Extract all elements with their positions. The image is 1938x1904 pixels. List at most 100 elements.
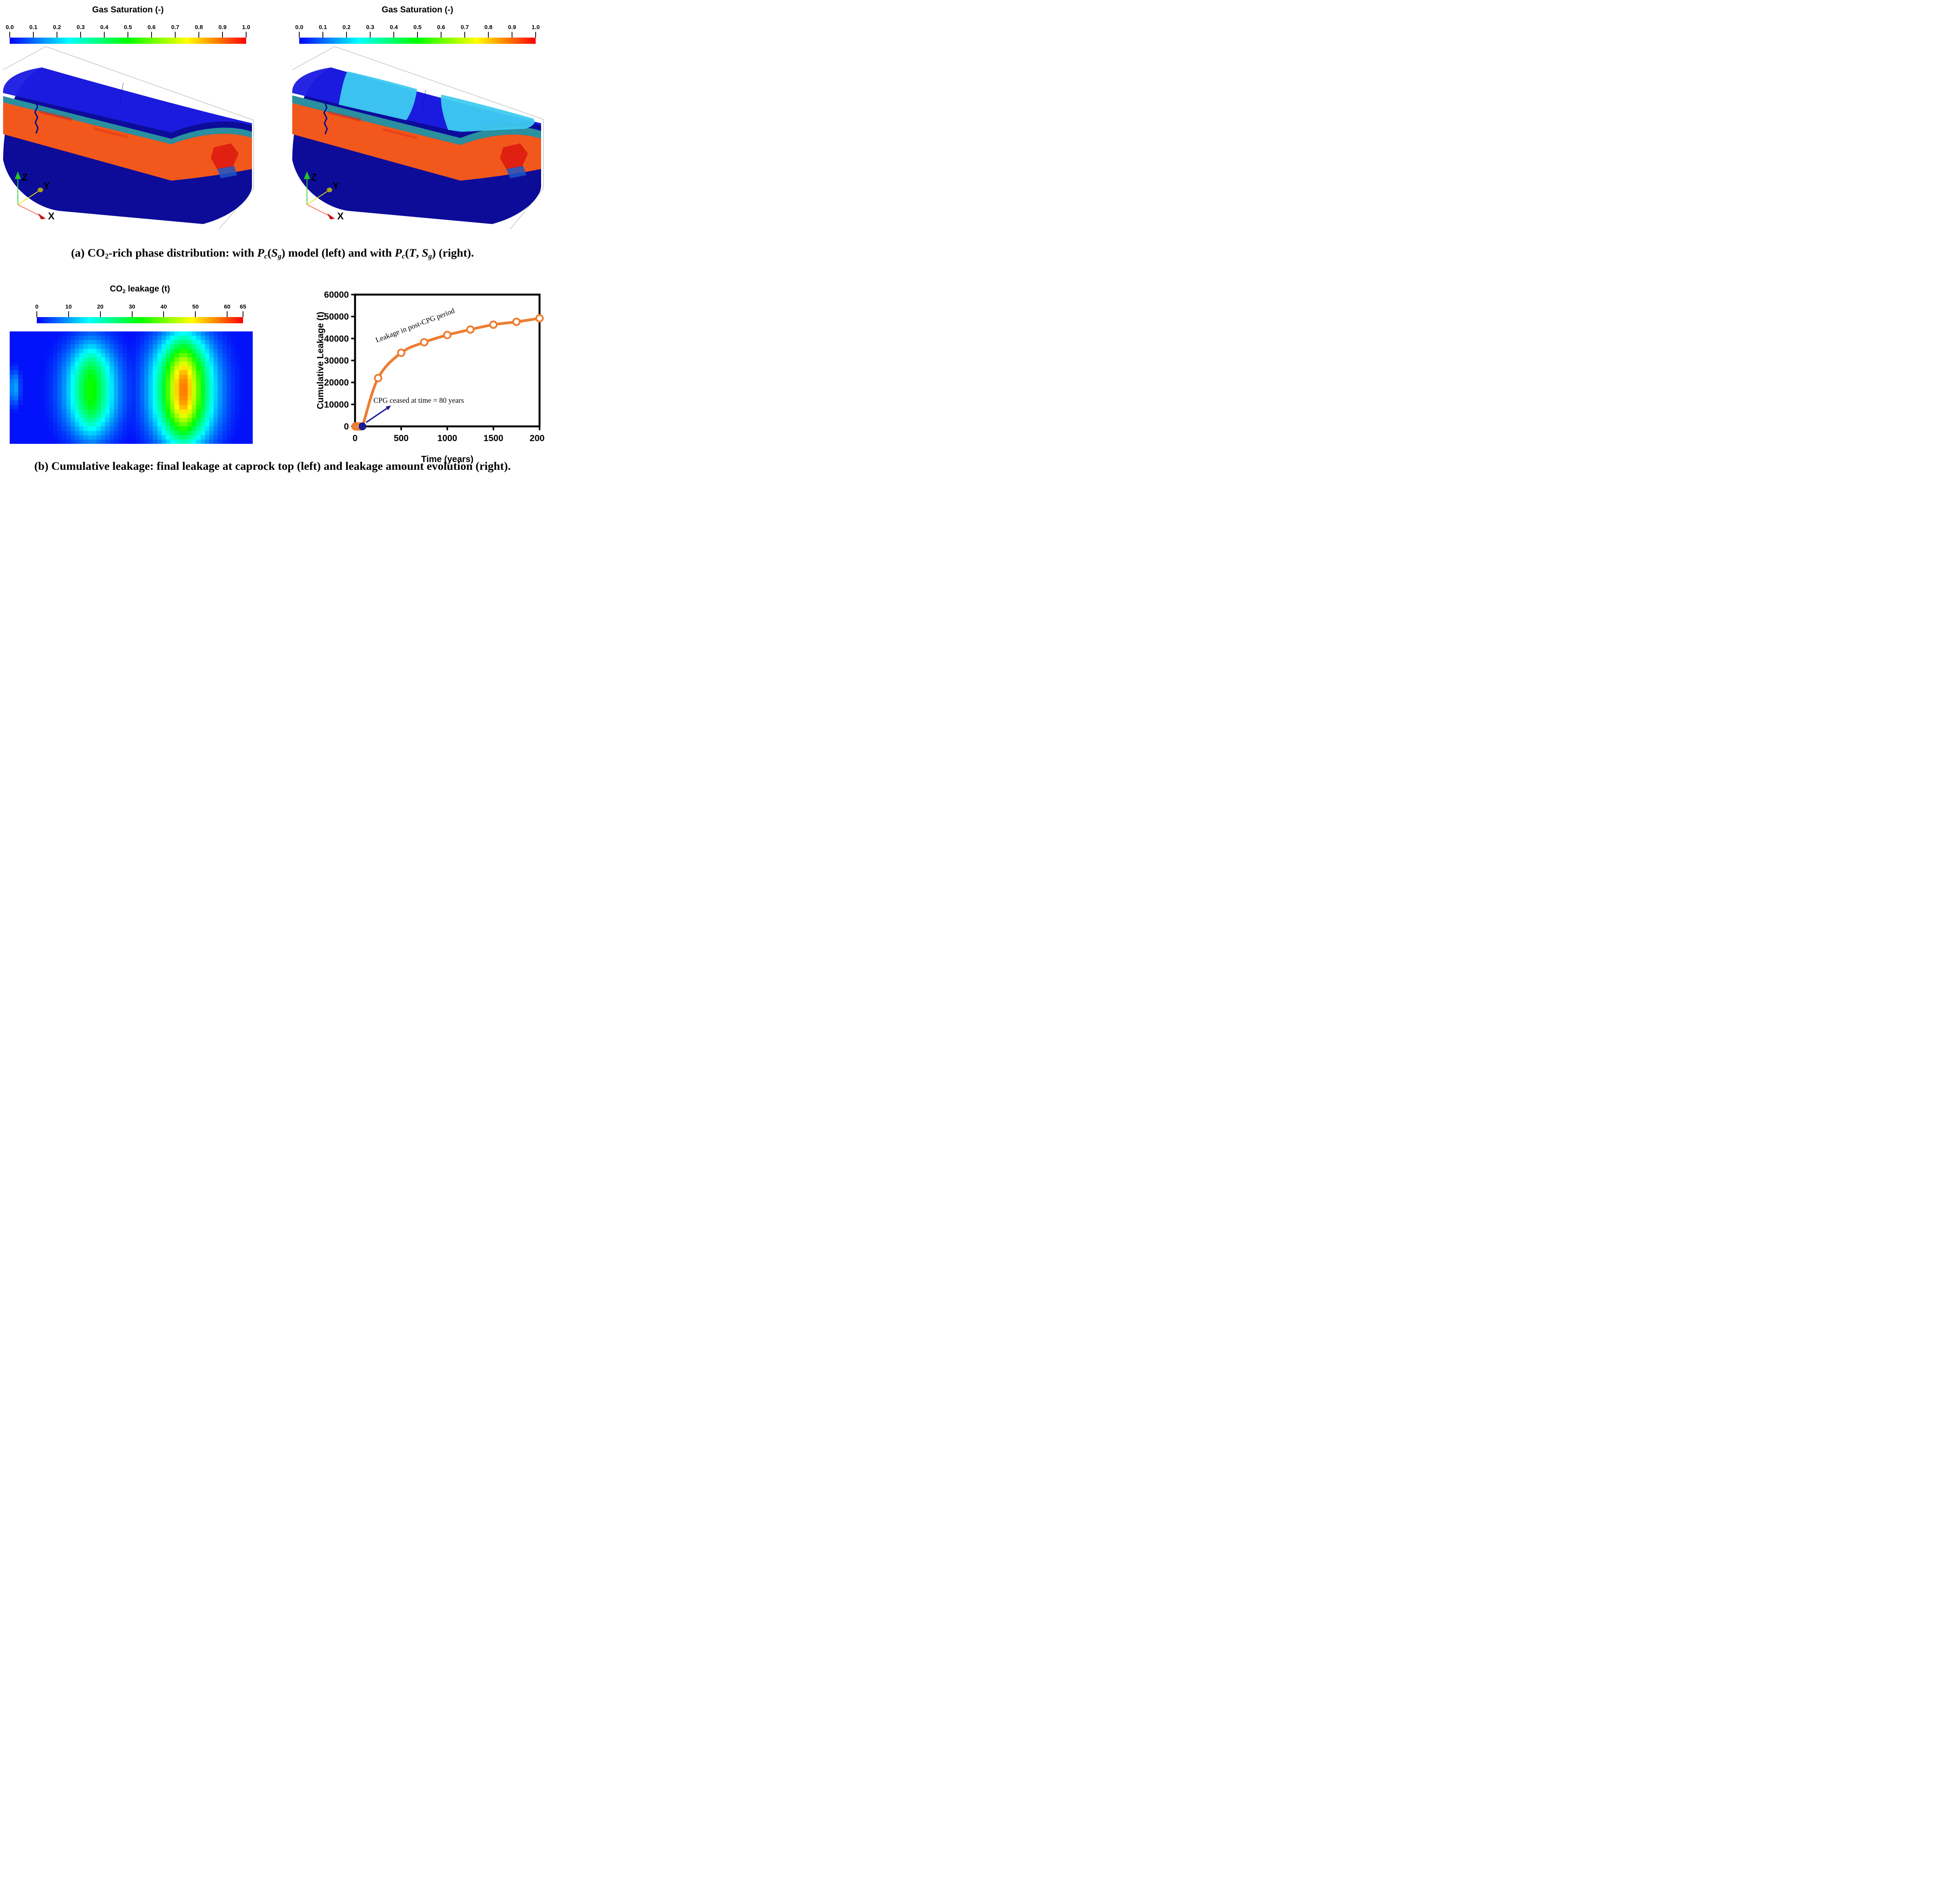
y-axis-arrow-icon — [327, 188, 332, 192]
colorbar-tick-label: 0.2 — [53, 24, 61, 31]
reservoir-orange-front — [3, 102, 171, 181]
colorbar-tick-mark — [151, 32, 152, 38]
annotation-arrowhead-icon — [386, 405, 391, 410]
colorbar-tick-label: 0.5 — [413, 24, 422, 31]
colorbar-tick-label: 0.2 — [342, 24, 351, 31]
colorbar-title: CO2 leakage (t) — [110, 284, 170, 294]
colorbar-tick-mark — [163, 311, 164, 317]
leakage-heatmap — [10, 331, 253, 444]
colorbar-scale: 0.0 0.1 0.2 0.3 0.4 0.5 0.6 0.7 0.8 0.9 1.0 — [295, 24, 540, 44]
caprock-teal-side — [460, 127, 541, 145]
colorbar-tick-label: 0.1 — [29, 24, 38, 31]
colorbar-tick-label: 0.3 — [76, 24, 85, 31]
colorbar-scale: 0 10 20 30 40 50 60 65 — [35, 303, 246, 324]
reservoir-orange-front — [292, 103, 460, 181]
axis-triad: Z Y X — [15, 171, 55, 222]
colorbar-tick-label: 0.4 — [390, 24, 398, 31]
colorbar-tick-mark — [322, 32, 323, 38]
y-tick-label: 30000 — [324, 355, 349, 366]
colorbar-tick-label: 65 — [240, 303, 247, 310]
z-axis-label: Z — [22, 172, 28, 183]
blue-patch-side — [506, 166, 526, 178]
colorbar-title: Gas Saturation (-) — [92, 5, 164, 14]
caprock-teal-side — [171, 128, 252, 144]
x-tick-label: 1000 — [437, 433, 457, 443]
colorbar-tick-mark — [104, 32, 105, 38]
cpg-ceased-marker — [359, 423, 367, 430]
x-axis-label: X — [337, 211, 344, 222]
data-point-marker — [443, 331, 452, 340]
colorbar-gas-saturation-left: Gas Saturation (-) 0.0 0.1 0.2 0.3 0.4 0.5 0.6… — [6, 5, 250, 44]
x-tick-label: 0 — [353, 433, 358, 443]
y-axis-arrow-icon — [38, 188, 43, 192]
colorbar-tick-mark — [131, 311, 133, 317]
colorbar-tick-label: 0.4 — [100, 24, 109, 31]
x-tick-label: 2000 — [529, 433, 545, 443]
colorbar-tick-mark — [535, 32, 536, 38]
colorbar-tick-mark — [36, 311, 37, 317]
red-streak — [93, 127, 128, 138]
colorbar-gradient — [10, 38, 246, 44]
x-axis-label: X — [48, 211, 55, 222]
figure-page: Gas Saturation (-) 0.0 0.1 0.2 0.3 0.4 0.5 0.6… — [0, 0, 545, 476]
colorbar-tick-label: 20 — [97, 303, 104, 310]
x-axis-title: Time (years) — [421, 454, 473, 464]
caprock-teal-front — [292, 95, 460, 145]
colorbar-tick-mark — [488, 32, 489, 38]
red-streak — [382, 128, 417, 139]
data-point-marker — [512, 317, 521, 326]
y-axis-label: Y — [43, 181, 50, 191]
axis-triad: Z Y X — [304, 171, 344, 222]
colorbar-co2-leakage: CO2 leakage (t) 0 10 20 30 40 50 60 65 — [35, 284, 246, 324]
annotation-arrow — [366, 408, 388, 423]
y-tick-label: 10000 — [324, 399, 349, 409]
colorbar-tick-mark — [198, 32, 199, 38]
colorbar-tick-label: 30 — [129, 303, 135, 310]
dome-cyan-patch — [441, 95, 535, 132]
data-point-marker — [535, 314, 544, 323]
colorbar-tick-label: 50 — [192, 303, 199, 310]
dome-fault-hairline — [421, 90, 426, 114]
colorbar-tick-mark — [100, 311, 101, 317]
data-point-marker — [420, 338, 429, 347]
colorbar-tick-mark — [464, 32, 465, 38]
chart-annotation: CPG ceased at time = 80 years — [374, 397, 464, 405]
blue-patch-side — [217, 166, 237, 178]
colorbar-tick-mark — [417, 32, 418, 38]
colorbar-tick-label: 0.0 — [295, 24, 303, 31]
red-patch-side — [211, 143, 239, 169]
data-point-marker — [397, 348, 405, 357]
colorbar-tick-label: 0.1 — [319, 24, 327, 31]
colorbar-tick-label: 0.0 — [5, 24, 14, 31]
colorbar-tick-mark — [68, 311, 69, 317]
colorbar-tick-mark — [227, 311, 228, 317]
colorbar-title: Gas Saturation (-) — [381, 5, 453, 14]
chart-annotation: Leakage in post-CPG period — [374, 307, 456, 345]
fault-line — [34, 101, 39, 134]
dome-fault-hairline — [119, 83, 124, 107]
colorbar-tick-mark — [346, 32, 347, 38]
z-axis-arrow-icon — [304, 171, 310, 179]
dome-cyan-patch — [339, 71, 417, 120]
y-axis-label: Y — [333, 181, 339, 191]
y-tick-label: 20000 — [324, 378, 349, 388]
x-tick-label: 1500 — [483, 433, 503, 443]
colorbar-tick-mark — [222, 32, 223, 38]
colorbar-tick-mark — [195, 311, 196, 317]
3d-view-pc-t-sg: Z Y X — [292, 46, 544, 230]
colorbar-tick-label: 0.7 — [171, 24, 179, 31]
colorbar-tick-label: 0.3 — [366, 24, 374, 31]
y-tick-label: 50000 — [324, 312, 349, 322]
colorbar-tick-label: 1.0 — [531, 24, 540, 31]
red-streak — [39, 110, 72, 121]
colorbar-gas-saturation-right: Gas Saturation (-) 0.0 0.1 0.2 0.3 0.4 0.5 0.6… — [295, 5, 540, 44]
colorbar-tick-mark — [370, 32, 371, 38]
x-axis-arrow-icon — [38, 213, 46, 219]
colorbar-tick-label: 0.8 — [195, 24, 203, 31]
x-tick-label: 500 — [394, 433, 409, 443]
y-tick-label: 60000 — [324, 290, 349, 300]
red-streak — [328, 111, 361, 122]
z-axis-arrow-icon — [15, 171, 21, 179]
colorbar-tick-label: 0.6 — [437, 24, 445, 31]
colorbar-tick-label: 10 — [65, 303, 72, 310]
